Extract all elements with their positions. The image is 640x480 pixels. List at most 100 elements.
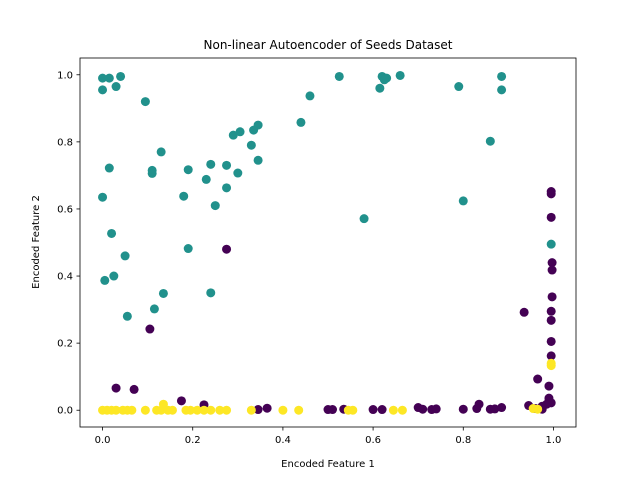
x-tick-label: 0.6 bbox=[365, 435, 381, 446]
y-tick-label: 0.8 bbox=[57, 137, 73, 148]
scatter-point bbox=[201, 174, 211, 184]
scatter-point bbox=[377, 405, 387, 415]
scatter-point bbox=[206, 288, 216, 298]
scatter-point bbox=[183, 244, 193, 254]
scatter-point bbox=[546, 315, 556, 325]
y-tick-label: 1.0 bbox=[57, 70, 73, 81]
y-tick-label: 0.6 bbox=[57, 204, 73, 215]
scatter-point bbox=[122, 311, 132, 321]
scatter-point bbox=[107, 228, 117, 238]
scatter-point bbox=[179, 191, 189, 201]
scatter-point bbox=[253, 155, 263, 165]
x-axis-label: Encoded Feature 1 bbox=[281, 459, 375, 470]
scatter-point bbox=[228, 130, 238, 140]
scatter-point bbox=[458, 196, 468, 206]
scatter-point bbox=[497, 85, 507, 95]
scatter-point bbox=[140, 405, 150, 415]
scatter-point bbox=[379, 75, 389, 85]
scatter-point bbox=[547, 265, 557, 275]
scatter-point bbox=[334, 71, 344, 81]
scatter-point bbox=[547, 292, 557, 302]
scatter-point bbox=[127, 405, 137, 415]
scatter-point bbox=[454, 82, 464, 92]
scatter-point bbox=[104, 163, 114, 173]
scatter-point bbox=[368, 405, 378, 415]
scatter-point bbox=[431, 404, 441, 414]
scatter-point bbox=[546, 306, 556, 316]
scatter-point bbox=[111, 383, 121, 393]
scatter-point bbox=[116, 71, 126, 81]
chart-title: Non-linear Autoencoder of Seeds Dataset bbox=[204, 38, 453, 52]
x-axis-ticks: 0.0 0.2 0.4 0.6 0.8 1.0 bbox=[95, 427, 562, 446]
scatter-point bbox=[120, 251, 130, 261]
scatter-point bbox=[129, 384, 139, 394]
scatter-point bbox=[278, 405, 288, 415]
x-tick-label: 1.0 bbox=[546, 435, 562, 446]
scatter-point bbox=[147, 168, 157, 178]
scatter-point bbox=[222, 183, 232, 193]
scatter-point bbox=[294, 405, 304, 415]
scatter-point bbox=[246, 140, 256, 150]
scatter-point bbox=[348, 405, 358, 415]
plot-frame bbox=[79, 57, 577, 428]
scatter-point bbox=[418, 404, 428, 414]
scatter-point bbox=[262, 403, 272, 413]
x-tick-label: 0.2 bbox=[185, 435, 201, 446]
y-tick-label: 0.2 bbox=[57, 339, 73, 350]
scatter-point bbox=[158, 288, 168, 298]
scatter-point bbox=[547, 258, 557, 268]
scatter-point bbox=[546, 212, 556, 222]
scatter-point bbox=[140, 97, 150, 107]
scatter-point bbox=[253, 405, 263, 415]
scatter-point bbox=[485, 136, 495, 146]
scatter-point bbox=[111, 405, 121, 415]
scatter-point bbox=[206, 159, 216, 169]
scatter-point bbox=[98, 73, 108, 83]
scatter-point bbox=[490, 404, 500, 414]
scatter-point bbox=[156, 147, 166, 157]
scatter-point bbox=[397, 405, 407, 415]
scatter-point bbox=[458, 404, 468, 414]
scatter-point bbox=[183, 165, 193, 175]
scatter-point bbox=[145, 324, 155, 334]
scatter-point bbox=[246, 405, 256, 415]
scatter-point bbox=[546, 351, 556, 361]
scatter-point bbox=[215, 405, 225, 415]
scatter-point bbox=[111, 82, 121, 92]
scatter-point bbox=[472, 404, 482, 414]
scatter-point bbox=[249, 125, 259, 135]
y-axis-label: Encoded Feature 2 bbox=[31, 195, 42, 289]
x-tick-label: 0.4 bbox=[275, 435, 291, 446]
scatter-point bbox=[100, 275, 110, 285]
scatter-point bbox=[323, 405, 333, 415]
scatter-point bbox=[185, 405, 195, 415]
scatter-point bbox=[222, 405, 232, 415]
scatter-point bbox=[546, 336, 556, 346]
scatter-point bbox=[222, 160, 232, 170]
scatter-point bbox=[296, 117, 306, 127]
y-axis-ticks: 0.0 0.2 0.4 0.6 0.8 1.0 bbox=[57, 70, 80, 417]
scatter-point bbox=[109, 271, 119, 281]
scatter-point bbox=[192, 405, 202, 415]
scatter-point bbox=[176, 396, 186, 406]
scatter-point bbox=[199, 405, 209, 415]
x-tick-label: 0.8 bbox=[455, 435, 471, 446]
scatter-point bbox=[519, 307, 529, 317]
scatter-point bbox=[167, 405, 177, 415]
scatter-point bbox=[222, 244, 232, 254]
scatter-point bbox=[544, 381, 554, 391]
scatter-point bbox=[546, 361, 556, 371]
scatter-point bbox=[546, 239, 556, 249]
scatter-point bbox=[497, 71, 507, 81]
scatter-point bbox=[104, 73, 114, 83]
scatter-point bbox=[206, 405, 216, 415]
scatter-point bbox=[305, 91, 315, 101]
scatter-point bbox=[388, 405, 398, 415]
scatter-point bbox=[395, 70, 405, 80]
scatter-point bbox=[359, 214, 369, 224]
scatter-point bbox=[533, 374, 543, 384]
scatter-point bbox=[149, 304, 159, 314]
scatter-point bbox=[497, 403, 507, 413]
scatter-point bbox=[233, 168, 243, 178]
scatter-point bbox=[528, 404, 538, 414]
